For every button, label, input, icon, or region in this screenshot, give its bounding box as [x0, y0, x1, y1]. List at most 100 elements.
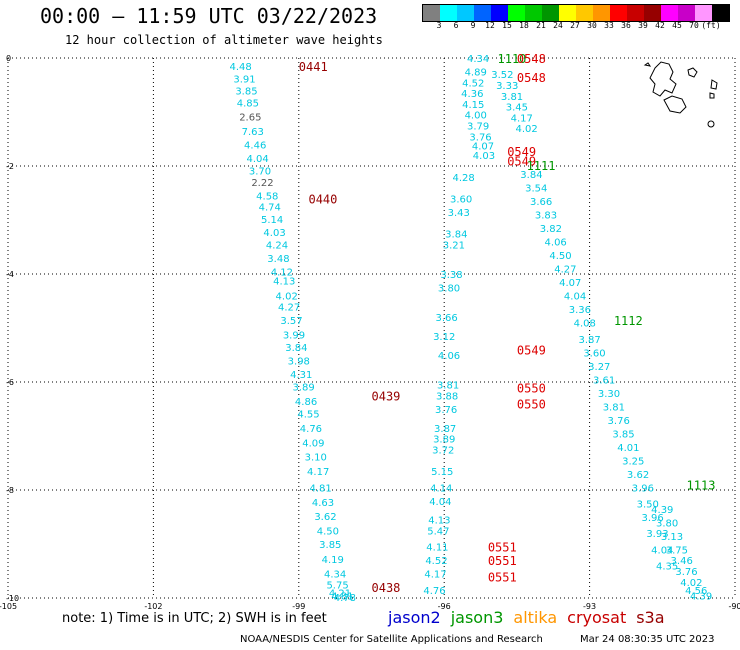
- swh-value-label: 3.50: [637, 500, 659, 511]
- swh-value-label: 4.13: [273, 276, 295, 287]
- pass-time-label: 0551: [488, 541, 517, 555]
- colorbar-swatch: [712, 5, 729, 21]
- swh-value-label: 3.88: [436, 392, 458, 403]
- swh-value-label: 4.09: [302, 438, 324, 449]
- island-outline: [709, 92, 715, 99]
- swh-value-label: 3.12: [433, 332, 455, 343]
- swh-value-label: 4.27: [554, 265, 576, 276]
- colorbar-swatch: [576, 5, 593, 21]
- pass-time-label: 0439: [372, 390, 401, 404]
- swh-value-label: 5.75: [326, 581, 348, 592]
- swh-value-label: 3.82: [540, 224, 562, 235]
- swh-value-label: 5.14: [261, 215, 283, 226]
- swh-value-label: 3.84: [520, 170, 542, 181]
- swh-value-label: 3.75: [666, 545, 688, 556]
- swh-value-label: 4.81: [331, 591, 353, 602]
- swh-value-label: 3.38: [440, 270, 462, 281]
- swh-value-label: 3.62: [627, 470, 649, 481]
- swh-value-label: 4.85: [237, 98, 259, 109]
- swh-value-label: 3.96: [641, 513, 663, 524]
- swh-values: 4.483.913.854.852.657.634.464.043.702.22…: [230, 54, 713, 604]
- colorbar-label: (ft): [701, 21, 721, 30]
- y-tick-label: 0: [6, 54, 11, 63]
- swh-value-label: 4.12: [271, 267, 293, 278]
- axis-ticks: -105 -102 -99 -96 -93 -90 0 -2 -4 -6 -8 -10: [0, 54, 740, 611]
- colorbar-swatch: [593, 5, 610, 21]
- swh-value-label: 3.45: [506, 103, 528, 114]
- colorbar-swatch: [525, 5, 542, 21]
- swh-value-label: 3.76: [675, 567, 697, 578]
- swh-value-label: 3.33: [496, 81, 518, 92]
- swh-value-label: 3.96: [632, 483, 654, 494]
- colorbar-swatch: [644, 5, 661, 21]
- swh-value-label: 3.85: [612, 429, 634, 440]
- pass-time-label: 0549: [517, 344, 546, 358]
- swh-value-label: 4.14: [430, 483, 452, 494]
- pass-time-label: 0548: [517, 52, 546, 66]
- x-tick-label: -93: [583, 602, 596, 611]
- colorbar-label: 6: [453, 21, 459, 30]
- legend-altika: altika: [513, 608, 558, 627]
- y-tick-label: -10: [6, 594, 19, 603]
- pass-time-label: 0551: [488, 554, 517, 568]
- swh-value-label: 4.04: [651, 545, 673, 556]
- pass-time-labels: 0441044004390438111005480548054905491111…: [299, 52, 716, 595]
- colorbar-label: 24: [553, 21, 563, 30]
- swh-value-label: 3.46: [671, 556, 693, 567]
- swh-value-label: 3.61: [593, 375, 615, 386]
- swh-value-label: 3.27: [588, 362, 610, 373]
- swh-value-label: 3.62: [314, 512, 336, 523]
- colorbar-labels: 3 6 9 12 15 18 21 24 27 30 33 36 39 42 45 70 (ft): [422, 21, 740, 33]
- colorbar-swatch: [440, 5, 457, 21]
- timestamp: Mar 24 08:30:35 UTC 2023: [580, 634, 715, 645]
- pass-time-label: 0551: [488, 570, 517, 584]
- swh-value-label: 3.85: [319, 540, 341, 551]
- swh-value-label: 4.55: [297, 409, 319, 420]
- island-outline: [643, 62, 652, 67]
- swh-value-label: 3.80: [656, 518, 678, 529]
- colorbar-swatch: [695, 5, 712, 21]
- swh-value-label: 3.81: [437, 381, 459, 392]
- swh-value-label: 4.31: [290, 370, 312, 381]
- legend-s3a: s3a: [636, 608, 665, 627]
- swh-value-label: 4.07: [472, 141, 494, 152]
- colorbar-swatch: [491, 5, 508, 21]
- swh-value-label: 4.24: [266, 240, 288, 251]
- swh-value-label: 3.57: [280, 316, 302, 327]
- grid-lines: [7, 57, 736, 599]
- swh-value-label: 4.01: [617, 443, 639, 454]
- colorbar-swatch: [457, 5, 474, 21]
- satellite-legend: jason2 jason3 altika cryosat s3a: [388, 608, 675, 627]
- swh-value-label: 3.79: [467, 122, 489, 133]
- swh-value-label: 4.08: [574, 319, 596, 330]
- swh-value-label: 4.52: [462, 78, 484, 89]
- swh-value-label: 3.80: [438, 284, 460, 295]
- colorbar-label: 15: [502, 21, 512, 30]
- credit-line: NOAA/NESDIS Center for Satellite Applica…: [240, 634, 543, 645]
- swh-value-label: 4.17: [424, 570, 446, 581]
- swh-value-label: 3.52: [491, 70, 513, 81]
- coastline-islands: [643, 61, 718, 128]
- colorbar-label: 12: [485, 21, 495, 30]
- colorbar-swatch: [610, 5, 627, 21]
- swh-value-label: 4.52: [425, 556, 447, 567]
- swh-value-label: 4.07: [559, 278, 581, 289]
- swh-value-label: 4.81: [309, 483, 331, 494]
- pass-time-label: 1113: [687, 479, 716, 493]
- swh-value-label: 3.76: [469, 132, 491, 143]
- swh-value-label: 3.48: [267, 254, 289, 265]
- swh-value-label: 3.36: [569, 305, 591, 316]
- swh-value-label: 7.63: [242, 127, 264, 138]
- swh-value-label: 3.76: [608, 416, 630, 427]
- swh-value-label: 4.06: [438, 351, 460, 362]
- swh-value-label: 3.89: [433, 435, 455, 446]
- chart-subtitle: 12 hour collection of altimeter wave hei…: [65, 33, 383, 47]
- colorbar: [422, 4, 730, 22]
- island-outline: [687, 67, 698, 78]
- swh-value-label: 2.65: [239, 112, 261, 123]
- pass-time-label: 0438: [372, 581, 401, 595]
- pass-time-label: 1112: [614, 314, 643, 328]
- x-tick-label: -90: [728, 602, 740, 611]
- swh-value-label: 4.50: [317, 527, 339, 538]
